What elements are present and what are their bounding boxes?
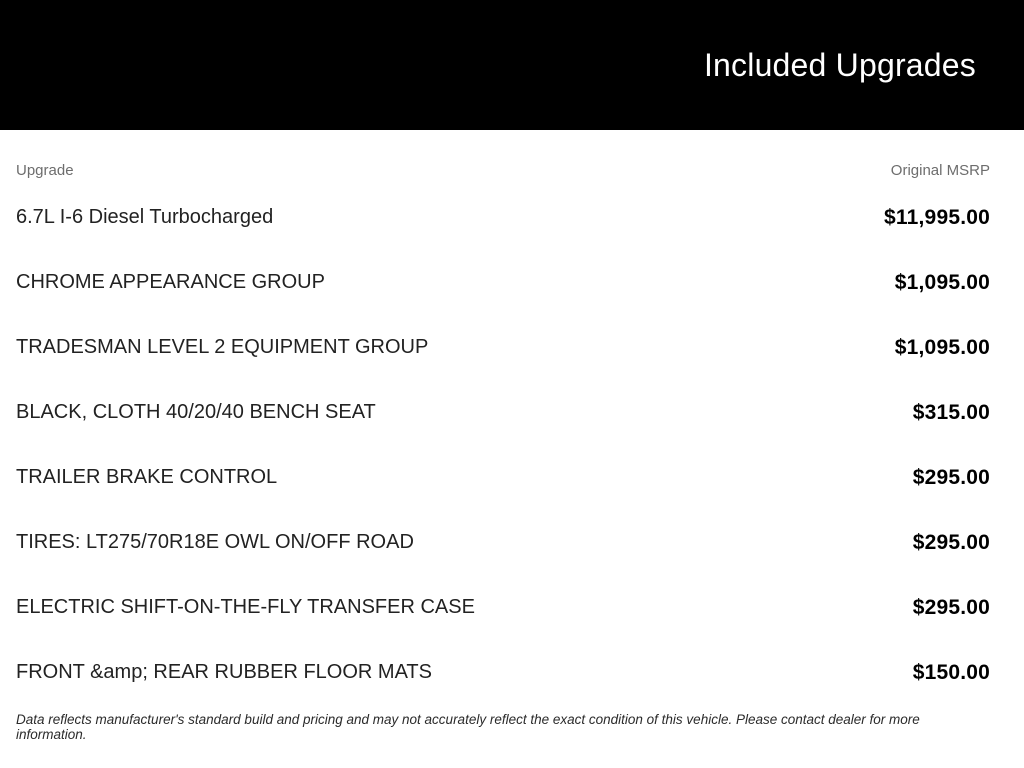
upgrade-label: BLACK, CLOTH 40/20/40 BENCH SEAT [16,401,376,423]
upgrades-table: Upgrade Original MSRP 6.7L I-6 Diesel Tu… [0,155,1024,743]
upgrade-label: TRAILER BRAKE CONTROL [16,466,278,488]
table-row: FRONT &amp; REAR RUBBER FLOOR MATS $150.… [16,640,990,705]
msrp-value: $1,095.00 [894,270,990,294]
table-row: 6.7L I-6 Diesel Turbocharged $11,995.00 [16,185,990,250]
table-header-row: Upgrade Original MSRP [16,155,990,185]
msrp-value: $295.00 [912,595,990,619]
msrp-value: $295.00 [912,530,990,554]
disclaimer-text: Data reflects manufacturer's standard bu… [16,712,920,742]
msrp-value: $1,095.00 [894,335,990,359]
upgrade-label: 6.7L I-6 Diesel Turbocharged [16,206,274,228]
table-row: TIRES: LT275/70R18E OWL ON/OFF ROAD $295… [16,510,990,575]
msrp-value: $11,995.00 [884,205,990,229]
msrp-value: $150.00 [912,660,990,684]
msrp-value: $315.00 [912,400,990,424]
column-header-msrp: Original MSRP [890,161,990,179]
upgrade-label: TRADESMAN LEVEL 2 EQUIPMENT GROUP [16,336,429,358]
upgrade-label: CHROME APPEARANCE GROUP [16,271,325,293]
table-row: TRADESMAN LEVEL 2 EQUIPMENT GROUP $1,095… [16,315,990,380]
msrp-value: $295.00 [912,465,990,489]
upgrade-label: ELECTRIC SHIFT-ON-THE-FLY TRANSFER CASE [16,596,475,618]
page-header: Included Upgrades [0,0,1024,130]
page-title: Included Upgrades [703,46,976,83]
table-row: TRAILER BRAKE CONTROL $295.00 [16,445,990,510]
upgrade-label: FRONT &amp; REAR RUBBER FLOOR MATS [16,661,432,683]
upgrade-label: TIRES: LT275/70R18E OWL ON/OFF ROAD [16,531,414,553]
table-row: CHROME APPEARANCE GROUP $1,095.00 [16,250,990,315]
table-row: ELECTRIC SHIFT-ON-THE-FLY TRANSFER CASE … [16,575,990,640]
column-header-upgrade: Upgrade [16,161,74,179]
table-row: BLACK, CLOTH 40/20/40 BENCH SEAT $315.00 [16,380,990,445]
